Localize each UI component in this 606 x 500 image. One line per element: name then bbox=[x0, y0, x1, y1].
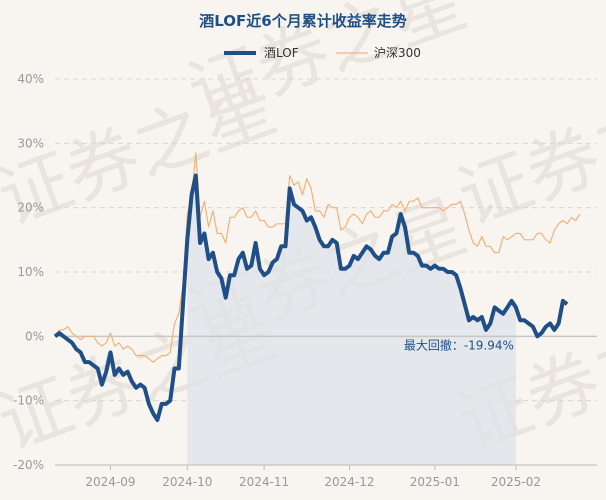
x-tick-label: 2025-02 bbox=[491, 475, 541, 489]
chart-title: 酒LOF近6个月累计收益率走势 bbox=[199, 12, 406, 30]
x-tick-label: 2025-01 bbox=[410, 475, 460, 489]
x-tick-label: 2024-10 bbox=[162, 475, 212, 489]
y-tick-label: -20% bbox=[13, 458, 44, 472]
legend-label-lof[interactable]: 酒LOF bbox=[264, 46, 299, 60]
series-line-lof bbox=[53, 173, 569, 422]
y-tick-label: 10% bbox=[17, 265, 44, 279]
watermark-text: 证券之星 bbox=[447, 64, 606, 241]
y-tick-label: 40% bbox=[17, 72, 44, 86]
y-tick-label: 0% bbox=[25, 329, 44, 343]
y-axis-ticks: 40% 30% 20% 10% 0% -10% -20% bbox=[13, 72, 44, 472]
max-drawdown-label: 最大回撤：-19.94% bbox=[404, 337, 514, 352]
y-tick-label: 30% bbox=[17, 136, 44, 150]
legend: 酒LOF 沪深300 bbox=[224, 46, 421, 60]
x-tick-label: 2024-11 bbox=[239, 475, 289, 489]
legend-label-hs300[interactable]: 沪深300 bbox=[374, 46, 421, 60]
max-drawdown-area bbox=[187, 175, 516, 465]
x-tick-label: 2024-09 bbox=[85, 475, 135, 489]
x-axis-ticks: 2024-09 2024-10 2024-11 2024-12 2025-01 2025-… bbox=[85, 465, 541, 489]
x-tick-label: 2024-12 bbox=[324, 475, 374, 489]
y-tick-label: 20% bbox=[17, 201, 44, 215]
series-line-hs300 bbox=[54, 152, 581, 363]
y-tick-label: -10% bbox=[13, 394, 44, 408]
